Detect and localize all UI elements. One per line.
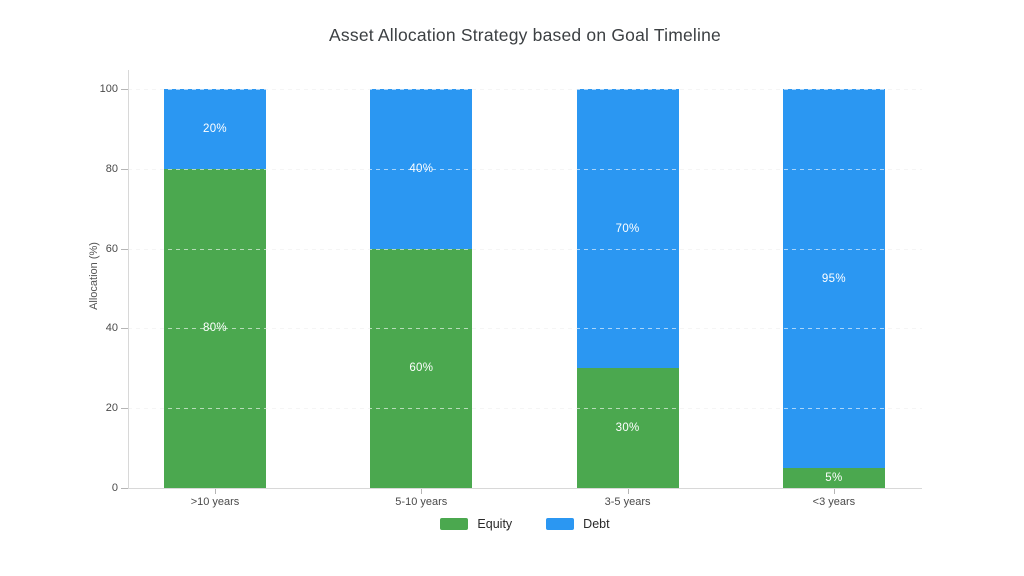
y-tick-label-60: 60 — [105, 242, 118, 255]
y-tick-label-80: 80 — [105, 162, 118, 175]
x-tick-mark-2 — [627, 489, 629, 494]
gridline-overlay-y60 — [128, 248, 922, 250]
y-tick-mark-100 — [121, 89, 128, 90]
bar-segment-equity[interactable] — [782, 468, 885, 488]
y-tick-mark-60 — [121, 248, 128, 250]
y-tick-label-100: 100 — [99, 83, 118, 95]
x-tick-mark-1 — [421, 489, 423, 494]
x-tick-mark-0 — [215, 489, 216, 494]
y-tick-mark-0 — [121, 488, 128, 489]
legend: Equity Debt — [128, 517, 922, 531]
legend-label-debt: Debt — [583, 517, 610, 531]
legend-swatch-debt — [546, 518, 575, 530]
bar-3-5-years[interactable]: 70% 30% — [575, 89, 680, 488]
bar--10-years[interactable]: 20% 80% — [163, 89, 267, 488]
x-tick-mark-3 — [833, 489, 835, 494]
chart-title: Asset Allocation Strategy based on Goal … — [329, 25, 721, 45]
y-tick-mark-20 — [121, 408, 128, 410]
legend-item-debt[interactable]: Debt — [546, 517, 610, 531]
bar-label-debt: 20% — [203, 122, 227, 135]
bar-segment-debt[interactable] — [576, 89, 679, 369]
y-tick-mark-80 — [121, 168, 128, 170]
y-tick-mark-40 — [121, 328, 128, 330]
legend-swatch-equity — [440, 518, 469, 530]
bar-segment-debt[interactable] — [782, 89, 885, 469]
bar-label-debt: 70% — [615, 222, 640, 235]
x-tick-label-0: >10 years — [190, 496, 240, 508]
x-tick-label-1: 5-10 years — [395, 496, 448, 508]
bar-label-equity: 5% — [825, 472, 843, 485]
y-tick-label-0: 0 — [111, 482, 118, 494]
bar-label-equity: 60% — [409, 362, 434, 375]
y-axis-line — [128, 70, 129, 488]
gridline-overlay-y40 — [128, 328, 922, 330]
x-tick-label-3: <3 years — [812, 496, 856, 508]
legend-item-equity[interactable]: Equity — [440, 517, 512, 531]
gridline-overlay-y100 — [128, 89, 922, 90]
bar-5-10-years[interactable]: 40% 60% — [369, 89, 474, 488]
bar-segment-equity[interactable] — [370, 248, 473, 488]
bar-segment-equity[interactable] — [576, 368, 679, 488]
gridline-overlay-y80 — [128, 168, 922, 170]
y-tick-label-20: 20 — [105, 402, 118, 415]
x-axis-line — [128, 488, 922, 489]
legend-label-equity: Equity — [477, 517, 513, 531]
y-tick-label-40: 40 — [105, 322, 118, 335]
gridline-overlay-y20 — [128, 408, 922, 410]
x-tick-label-2: 3-5 years — [604, 496, 651, 508]
bar--3-years[interactable]: 95% 5% — [781, 89, 886, 488]
bar-label-debt: 95% — [821, 272, 846, 285]
bar-segment-debt[interactable] — [164, 89, 266, 169]
bar-label-equity: 30% — [615, 422, 640, 435]
